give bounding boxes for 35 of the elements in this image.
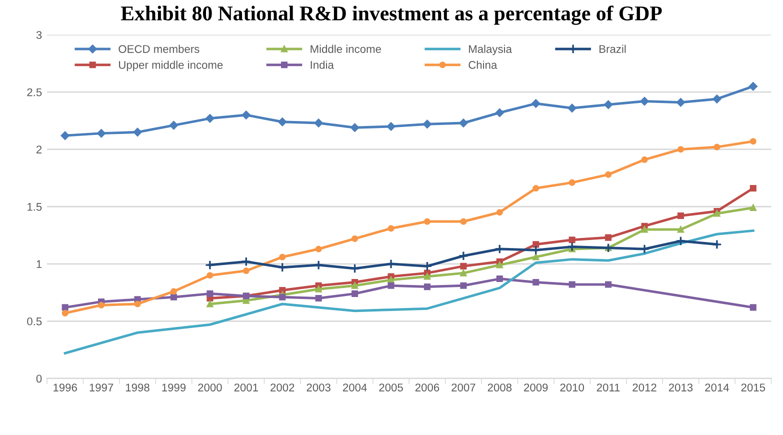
x-tick-label: 2004 bbox=[343, 384, 367, 392]
x-tick-label: 2000 bbox=[198, 384, 222, 392]
x-tick-label: 2015 bbox=[741, 384, 766, 392]
y-tick-label: 1 bbox=[36, 260, 42, 268]
legend-label: India bbox=[310, 60, 334, 69]
legend-label: Brazil bbox=[600, 44, 626, 53]
legend-label: Upper middle income bbox=[119, 60, 223, 72]
y-tick-label: 2 bbox=[36, 146, 42, 154]
x-tick-label: 2003 bbox=[306, 384, 330, 392]
x-tick-label: 1997 bbox=[90, 384, 114, 392]
x-tick-label: 2006 bbox=[415, 384, 440, 392]
x-tick-label: 2002 bbox=[270, 384, 294, 392]
y-tick-label: 0.5 bbox=[27, 317, 42, 326]
x-tick-label: 1998 bbox=[126, 384, 150, 392]
x-tick-label: 2011 bbox=[596, 384, 620, 392]
x-tick-label: 2009 bbox=[524, 384, 548, 392]
x-tick-label: 1999 bbox=[162, 384, 186, 392]
legend-label: China bbox=[468, 60, 498, 69]
y-tick-label: 3 bbox=[36, 31, 42, 39]
x-tick-label: 2010 bbox=[560, 384, 584, 392]
y-tick-label: 1.5 bbox=[28, 203, 42, 211]
y-tick-label: 0 bbox=[36, 374, 42, 383]
legend-label: Malaysia bbox=[469, 44, 512, 56]
y-tick-label: 2.5 bbox=[27, 88, 42, 96]
x-tick-label: 2005 bbox=[379, 384, 403, 392]
x-tick-label: 2007 bbox=[452, 384, 476, 392]
x-tick-label: 2013 bbox=[668, 384, 693, 392]
legend-label: Middle income bbox=[310, 44, 381, 53]
x-tick-label: 1996 bbox=[54, 384, 77, 392]
x-tick-label: 2014 bbox=[705, 384, 729, 392]
x-tick-label: 2012 bbox=[632, 384, 656, 392]
chart-title: Exhibit 80 National R&D investment as a percentage of GDP bbox=[120, 6, 662, 25]
x-tick-label: 2001 bbox=[234, 384, 258, 392]
x-tick-label: 2008 bbox=[488, 384, 512, 392]
legend-label: OECD members bbox=[118, 44, 200, 53]
